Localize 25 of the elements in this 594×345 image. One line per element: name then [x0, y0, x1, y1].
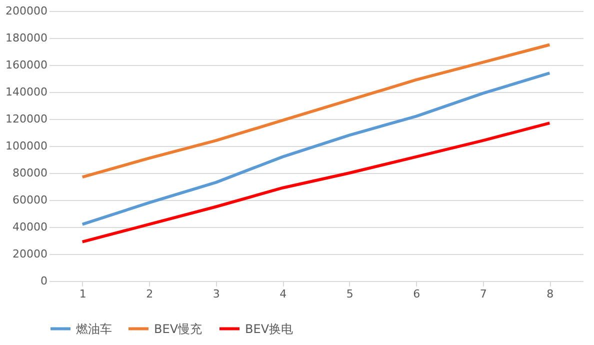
x-tick-label: 2: [146, 288, 154, 300]
line-series: [80, 43, 552, 179]
y-tick-label: 160000: [6, 58, 48, 72]
y-tick-label: 180000: [6, 32, 48, 44]
legend-label: BEV换电: [245, 322, 294, 336]
line-series: [80, 72, 552, 226]
y-tick-label: 80000: [12, 166, 48, 180]
y-tick-label: 0: [40, 274, 48, 288]
y-tick-label: 40000: [12, 220, 48, 234]
legend-label: 燃油车: [76, 322, 112, 336]
y-tick-label: 120000: [6, 112, 48, 126]
legend-label: BEV慢充: [154, 322, 202, 336]
y-tick-label: 20000: [12, 248, 48, 260]
y-tick-label: 140000: [6, 86, 48, 98]
y-tick-label: 100000: [6, 140, 48, 152]
y-tick-label: 200000: [6, 4, 48, 18]
x-tick-label: 1: [79, 288, 86, 300]
x-tick-label: 7: [480, 288, 487, 300]
x-tick-label: 4: [280, 288, 287, 300]
x-tick-label: 8: [546, 288, 554, 300]
x-tick-label: 6: [413, 288, 420, 300]
x-tick-label: 3: [212, 288, 220, 300]
y-tick-label: 60000: [12, 194, 48, 206]
x-tick-label: 5: [346, 288, 354, 300]
line-series: [80, 122, 552, 244]
